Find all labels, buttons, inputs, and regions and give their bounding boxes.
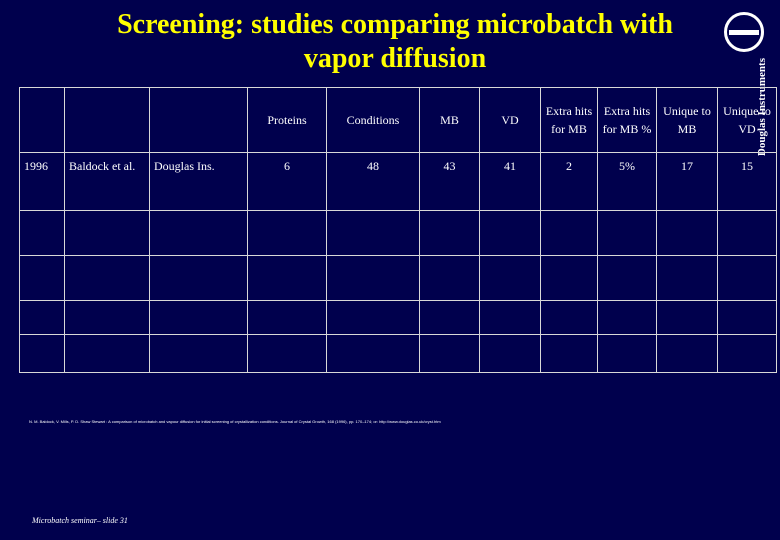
table-row-empty bbox=[19, 210, 777, 256]
header-cell-empty bbox=[19, 87, 65, 153]
cell-unique-vd: 15 bbox=[717, 152, 777, 211]
header-extra-hits-mb-pct: Extra hits for MB % bbox=[597, 87, 657, 153]
table-header-row: Proteins Conditions MB VD Extra hits for… bbox=[19, 87, 777, 153]
header-cell-empty bbox=[64, 87, 150, 153]
header-extra-hits-mb: Extra hits for MB bbox=[540, 87, 598, 153]
header-unique-mb: Unique to MB bbox=[656, 87, 718, 153]
header-proteins: Proteins bbox=[247, 87, 327, 153]
cell-year: 1996 bbox=[19, 152, 65, 211]
header-unique-vd: Unique to VD bbox=[717, 87, 777, 153]
cell-extra-hits-mb: 2 bbox=[540, 152, 598, 211]
cell-extra-hits-mb-pct: 5% bbox=[597, 152, 657, 211]
cell-proteins: 6 bbox=[247, 152, 327, 211]
header-mb: MB bbox=[419, 87, 480, 153]
header-conditions: Conditions bbox=[326, 87, 420, 153]
comparison-table: Proteins Conditions MB VD Extra hits for… bbox=[19, 87, 777, 373]
slide-title-line-2: vapor diffusion bbox=[303, 43, 487, 74]
table-row-empty bbox=[19, 255, 777, 301]
cell-group: Douglas Ins. bbox=[149, 152, 248, 211]
cell-conditions: 48 bbox=[326, 152, 420, 211]
logo-bar-icon bbox=[729, 30, 759, 35]
cell-mb: 43 bbox=[419, 152, 480, 211]
reference-citation: N. M. Baldock, V. Mills, P. D. Shaw Stew… bbox=[29, 419, 441, 424]
cell-authors: Baldock et al. bbox=[64, 152, 150, 211]
slide-title-line-1: Screening: studies comparing microbatch … bbox=[117, 9, 673, 40]
slide-title: Screening: studies comparing microbatch … bbox=[60, 8, 730, 76]
cell-vd: 41 bbox=[479, 152, 541, 211]
logo-circle-icon bbox=[724, 12, 764, 52]
table-row-empty bbox=[19, 334, 777, 373]
cell-unique-mb: 17 bbox=[656, 152, 718, 211]
douglas-instruments-logo: Douglas Instruments bbox=[723, 8, 773, 170]
header-cell-empty bbox=[149, 87, 248, 153]
table-row-empty bbox=[19, 300, 777, 335]
slide-footer: Microbatch seminar– slide 31 bbox=[32, 516, 128, 525]
table-row: 1996 Baldock et al. Douglas Ins. 6 48 43… bbox=[19, 152, 777, 211]
header-vd: VD bbox=[479, 87, 541, 153]
